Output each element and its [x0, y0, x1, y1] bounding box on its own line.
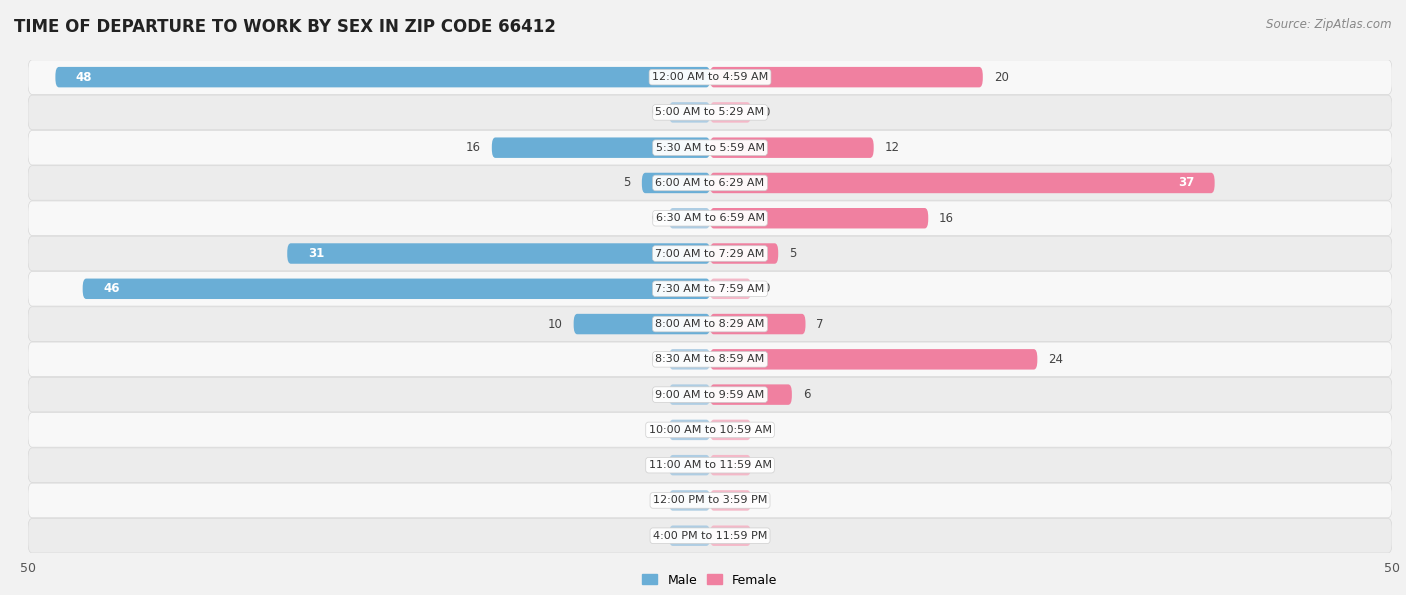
Text: 8:00 AM to 8:29 AM: 8:00 AM to 8:29 AM [655, 319, 765, 329]
FancyBboxPatch shape [28, 130, 1392, 165]
Text: 10:00 AM to 10:59 AM: 10:00 AM to 10:59 AM [648, 425, 772, 435]
Text: 0: 0 [762, 106, 769, 119]
FancyBboxPatch shape [28, 307, 1392, 342]
Text: 16: 16 [939, 212, 955, 225]
Text: 5:00 AM to 5:29 AM: 5:00 AM to 5:29 AM [655, 108, 765, 117]
FancyBboxPatch shape [710, 314, 806, 334]
FancyBboxPatch shape [492, 137, 710, 158]
Text: 0: 0 [651, 424, 658, 436]
Text: 7:00 AM to 7:29 AM: 7:00 AM to 7:29 AM [655, 249, 765, 258]
Text: 0: 0 [651, 459, 658, 472]
Text: 9:00 AM to 9:59 AM: 9:00 AM to 9:59 AM [655, 390, 765, 400]
FancyBboxPatch shape [28, 60, 1392, 95]
FancyBboxPatch shape [669, 384, 710, 405]
FancyBboxPatch shape [669, 455, 710, 475]
FancyBboxPatch shape [28, 448, 1392, 483]
Text: 5:30 AM to 5:59 AM: 5:30 AM to 5:59 AM [655, 143, 765, 153]
Text: 12:00 AM to 4:59 AM: 12:00 AM to 4:59 AM [652, 72, 768, 82]
Text: 11:00 AM to 11:59 AM: 11:00 AM to 11:59 AM [648, 460, 772, 470]
FancyBboxPatch shape [669, 490, 710, 511]
FancyBboxPatch shape [643, 173, 710, 193]
FancyBboxPatch shape [669, 419, 710, 440]
FancyBboxPatch shape [669, 349, 710, 369]
Text: 4:00 PM to 11:59 PM: 4:00 PM to 11:59 PM [652, 531, 768, 541]
FancyBboxPatch shape [710, 455, 751, 475]
FancyBboxPatch shape [28, 377, 1392, 412]
FancyBboxPatch shape [710, 278, 751, 299]
FancyBboxPatch shape [287, 243, 710, 264]
FancyBboxPatch shape [710, 173, 1215, 193]
Text: 7:30 AM to 7:59 AM: 7:30 AM to 7:59 AM [655, 284, 765, 294]
Text: 6: 6 [803, 388, 810, 401]
Text: 0: 0 [762, 494, 769, 507]
Text: 10: 10 [548, 318, 562, 331]
FancyBboxPatch shape [28, 201, 1392, 236]
Text: 6:30 AM to 6:59 AM: 6:30 AM to 6:59 AM [655, 213, 765, 223]
FancyBboxPatch shape [710, 384, 792, 405]
Text: 7: 7 [817, 318, 824, 331]
FancyBboxPatch shape [83, 278, 710, 299]
Text: 24: 24 [1049, 353, 1063, 366]
Text: 31: 31 [308, 247, 323, 260]
Text: 6:00 AM to 6:29 AM: 6:00 AM to 6:29 AM [655, 178, 765, 188]
FancyBboxPatch shape [710, 349, 1038, 369]
Text: 0: 0 [651, 106, 658, 119]
Text: 5: 5 [623, 177, 631, 189]
FancyBboxPatch shape [28, 483, 1392, 518]
Text: Source: ZipAtlas.com: Source: ZipAtlas.com [1267, 18, 1392, 31]
Text: 0: 0 [651, 388, 658, 401]
FancyBboxPatch shape [710, 137, 873, 158]
FancyBboxPatch shape [28, 165, 1392, 201]
FancyBboxPatch shape [28, 236, 1392, 271]
FancyBboxPatch shape [28, 95, 1392, 130]
Text: 0: 0 [651, 529, 658, 542]
Text: TIME OF DEPARTURE TO WORK BY SEX IN ZIP CODE 66412: TIME OF DEPARTURE TO WORK BY SEX IN ZIP … [14, 18, 555, 36]
Text: 12: 12 [884, 141, 900, 154]
FancyBboxPatch shape [574, 314, 710, 334]
FancyBboxPatch shape [55, 67, 710, 87]
FancyBboxPatch shape [28, 271, 1392, 306]
Text: 20: 20 [994, 71, 1008, 84]
Text: 0: 0 [762, 282, 769, 295]
FancyBboxPatch shape [710, 208, 928, 228]
Text: 0: 0 [651, 353, 658, 366]
Text: 46: 46 [103, 282, 120, 295]
Text: 0: 0 [651, 494, 658, 507]
Text: 48: 48 [76, 71, 93, 84]
FancyBboxPatch shape [28, 412, 1392, 447]
FancyBboxPatch shape [710, 67, 983, 87]
FancyBboxPatch shape [669, 208, 710, 228]
Text: 0: 0 [762, 529, 769, 542]
Legend: Male, Female: Male, Female [637, 569, 783, 591]
FancyBboxPatch shape [28, 342, 1392, 377]
FancyBboxPatch shape [710, 243, 779, 264]
Text: 12:00 PM to 3:59 PM: 12:00 PM to 3:59 PM [652, 496, 768, 505]
FancyBboxPatch shape [710, 490, 751, 511]
FancyBboxPatch shape [669, 102, 710, 123]
FancyBboxPatch shape [710, 102, 751, 123]
Text: 37: 37 [1178, 177, 1194, 189]
Text: 5: 5 [789, 247, 797, 260]
Text: 8:30 AM to 8:59 AM: 8:30 AM to 8:59 AM [655, 355, 765, 364]
FancyBboxPatch shape [28, 518, 1392, 553]
FancyBboxPatch shape [710, 419, 751, 440]
Text: 0: 0 [762, 459, 769, 472]
Text: 16: 16 [465, 141, 481, 154]
Text: 0: 0 [651, 212, 658, 225]
Text: 0: 0 [762, 424, 769, 436]
FancyBboxPatch shape [669, 525, 710, 546]
FancyBboxPatch shape [710, 525, 751, 546]
